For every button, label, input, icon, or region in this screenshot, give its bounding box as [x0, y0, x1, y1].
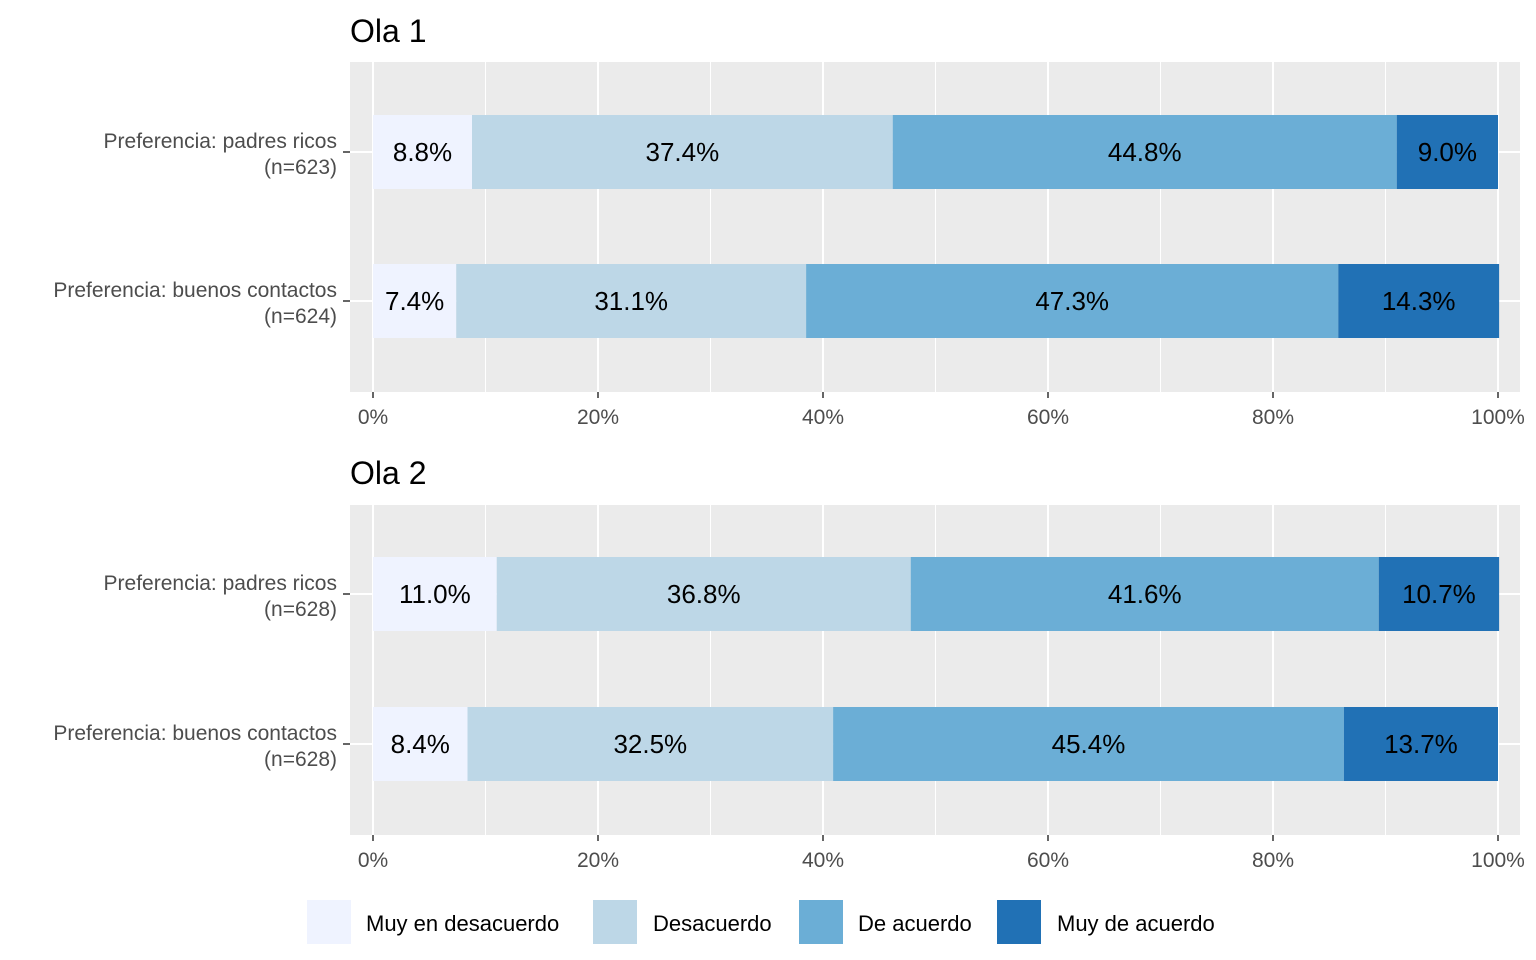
bar-segment	[373, 264, 457, 338]
legend-label: Desacuerdo	[653, 911, 772, 936]
bar-segment	[373, 707, 468, 781]
data-label: 13.7%	[1384, 729, 1458, 759]
x-tick-label: 60%	[1027, 849, 1069, 872]
data-label: 10.7%	[1402, 579, 1476, 609]
bar-segment	[833, 707, 1344, 781]
bar-segment	[467, 707, 834, 781]
bar-segment	[892, 115, 1397, 189]
legend: Muy en desacuerdo Desacuerdo De acuerdo Muy…	[307, 900, 1215, 944]
data-label: 47.3%	[1035, 286, 1109, 316]
bar-segment	[472, 115, 893, 189]
data-label: 41.6%	[1108, 579, 1182, 609]
category-sublabel: (n=624)	[264, 305, 337, 328]
data-label: 14.3%	[1382, 286, 1456, 316]
bar-segment	[1396, 115, 1498, 189]
data-label: 44.8%	[1108, 137, 1182, 167]
x-tick-label: 20%	[577, 406, 619, 429]
data-label: 32.5%	[613, 729, 687, 759]
panel-title: Ola 2	[350, 455, 426, 491]
data-label: 36.8%	[667, 579, 741, 609]
panel-1: Ola 1 8.8% 37.4% 44.8% 9.0% Preferencia: padr…	[53, 13, 1525, 429]
data-label: 11.0%	[399, 579, 471, 609]
bar-segment	[1338, 264, 1500, 338]
x-tick-label: 60%	[1027, 406, 1069, 429]
bar-segment	[373, 115, 472, 189]
data-label: 8.8%	[393, 137, 452, 167]
x-tick-label: 100%	[1471, 849, 1525, 872]
x-tick-label: 80%	[1252, 849, 1294, 872]
category-label: Preferencia: buenos contactos	[53, 279, 337, 302]
bar-segment	[456, 264, 807, 338]
legend-item: De acuerdo	[799, 900, 972, 944]
bar-segment	[910, 557, 1379, 631]
legend-label: De acuerdo	[858, 911, 972, 936]
category-label: Preferencia: padres ricos	[104, 572, 337, 595]
legend-item: Muy en desacuerdo	[307, 900, 559, 944]
category-sublabel: (n=628)	[264, 598, 337, 621]
data-label: 8.4%	[391, 729, 450, 759]
legend-label: Muy de acuerdo	[1057, 911, 1215, 936]
x-tick-label: 0%	[358, 406, 388, 429]
legend-item: Desacuerdo	[593, 900, 772, 944]
category-sublabel: (n=628)	[264, 748, 337, 771]
bar-segment	[1378, 557, 1500, 631]
x-tick-label: 40%	[802, 849, 844, 872]
category-label: Preferencia: padres ricos	[104, 130, 337, 153]
legend-key	[799, 900, 843, 944]
panel-title: Ola 1	[350, 13, 426, 49]
bar-segment	[373, 557, 497, 631]
panel-2: Ola 2 11.0% 36.8% 41.6% 10.7% Preferencia: pa…	[53, 455, 1525, 872]
legend-key	[997, 900, 1041, 944]
legend-key	[593, 900, 637, 944]
x-tick-label: 100%	[1471, 406, 1525, 429]
bar-segment	[806, 264, 1339, 338]
category-sublabel: (n=623)	[264, 156, 337, 179]
data-label: 37.4%	[646, 137, 720, 167]
x-tick-label: 40%	[802, 406, 844, 429]
x-tick-label: 80%	[1252, 406, 1294, 429]
x-tick-label: 0%	[358, 849, 388, 872]
category-label: Preferencia: buenos contactos	[53, 722, 337, 745]
data-label: 7.4%	[385, 286, 444, 316]
legend-label: Muy en desacuerdo	[366, 911, 559, 936]
data-label: 9.0%	[1418, 137, 1477, 167]
legend-key	[307, 900, 351, 944]
data-label: 45.4%	[1052, 729, 1126, 759]
x-tick-label: 20%	[577, 849, 619, 872]
legend-item: Muy de acuerdo	[997, 900, 1215, 944]
data-label: 31.1%	[594, 286, 668, 316]
bar-segment	[496, 557, 911, 631]
bar-segment	[1343, 707, 1498, 781]
